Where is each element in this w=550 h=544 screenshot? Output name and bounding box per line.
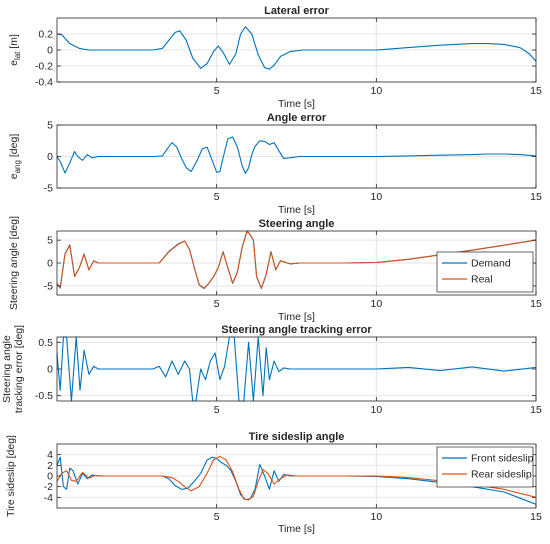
x-tick-label: 15 [530, 511, 542, 523]
y-axis-label: Tire sideslip [deg] [5, 435, 17, 517]
y-label-unit: [m] [8, 34, 20, 52]
subplot-2: 5 10 15 -5 0 5 Angle error Time [s] eang [deg] [8, 112, 542, 216]
x-tick-label: 10 [370, 191, 382, 203]
y-axis-label: Steering angle [deg] [8, 216, 20, 310]
chart-title: Tire sideslip angle [249, 431, 345, 443]
x-tick-label: 10 [370, 85, 382, 97]
legend-label: Front sideslip [471, 453, 534, 465]
legend-label: Rear sideslip [471, 469, 532, 481]
series-line-1 [56, 136, 537, 175]
legend-box [436, 446, 534, 488]
y-label-unit: [deg] [8, 134, 20, 160]
x-tick-label: 5 [214, 404, 220, 416]
y-tick-label: 5 [47, 120, 53, 132]
y-axis-label: eang [deg] [8, 134, 22, 180]
y-tick-label: 0.5 [38, 337, 53, 349]
y-tick-label: 4 [47, 449, 53, 461]
x-tick-label: 10 [370, 404, 382, 416]
x-tick-label: 15 [530, 191, 542, 203]
y-tick-label: -5 [44, 183, 53, 195]
chart-title: Steering angle [259, 218, 335, 230]
y-label-main: e [8, 173, 20, 179]
series-line-real [56, 230, 537, 289]
x-tick-label: 5 [214, 191, 220, 203]
series-line-rear-sideslip [56, 455, 537, 501]
chart-title: Steering angle tracking error [221, 324, 372, 336]
subplot-4: 5 10 15 -0.5 0 0.5 Steering angle tracking err… [1, 324, 542, 416]
y-tick-label: -2 [44, 481, 53, 493]
series-line-1 [56, 26, 537, 70]
y-tick-label: 0 [47, 471, 53, 483]
series-line-1 [56, 336, 537, 402]
x-axis-label: Time [s] [278, 311, 315, 323]
y-axis-label-line1: Steering angle [1, 335, 13, 403]
y-tick-label: 5 [47, 235, 53, 247]
y-label-subscript: lat [13, 51, 22, 60]
x-axis-label: Time [s] [278, 204, 315, 216]
legend: Front sideslip Rear sideslip [436, 446, 534, 488]
x-axis-label: Time [s] [278, 523, 315, 535]
x-tick-label: 15 [530, 404, 542, 416]
legend: Demand Real [436, 251, 534, 293]
chart-title: Angle error [267, 112, 327, 124]
y-tick-label: -5 [44, 280, 53, 292]
x-tick-label: 5 [214, 298, 220, 310]
y-tick-label: -0.5 [35, 390, 53, 402]
legend-box [436, 251, 534, 293]
subplot-1: 5 10 15 -0.4 -0.2 0 0.2 Lateral error Time [s] el… [8, 5, 542, 110]
x-axis-label: Time [s] [278, 98, 315, 110]
y-tick-label: -0.4 [35, 77, 53, 89]
x-tick-label: 15 [530, 85, 542, 97]
x-tick-label: 5 [214, 85, 220, 97]
y-label-main: e [8, 60, 20, 66]
y-tick-label: 0 [47, 151, 53, 163]
y-tick-label: 2 [47, 460, 53, 472]
x-tick-label: 10 [370, 298, 382, 310]
legend-label: Real [471, 274, 493, 286]
chart-title: Lateral error [264, 5, 330, 17]
y-tick-label: 0 [47, 364, 53, 376]
legend-label: Demand [471, 258, 511, 270]
subplot-3: 5 10 15 -5 0 5 Steering angle Time [s] Steering … [8, 216, 542, 323]
x-tick-label: 5 [214, 511, 220, 523]
x-tick-label: 10 [370, 511, 382, 523]
y-tick-label: -4 [44, 492, 53, 504]
y-axis-label-line2: tracking error [deg] [13, 325, 25, 413]
y-tick-label: 0.2 [38, 29, 53, 41]
y-tick-label: -0.2 [35, 61, 53, 73]
y-label-subscript: ang [13, 160, 22, 173]
x-tick-label: 15 [530, 298, 542, 310]
y-tick-label: 0 [47, 45, 53, 57]
y-axis-label: elat [m] [8, 34, 22, 66]
y-tick-label: 0 [47, 258, 53, 270]
